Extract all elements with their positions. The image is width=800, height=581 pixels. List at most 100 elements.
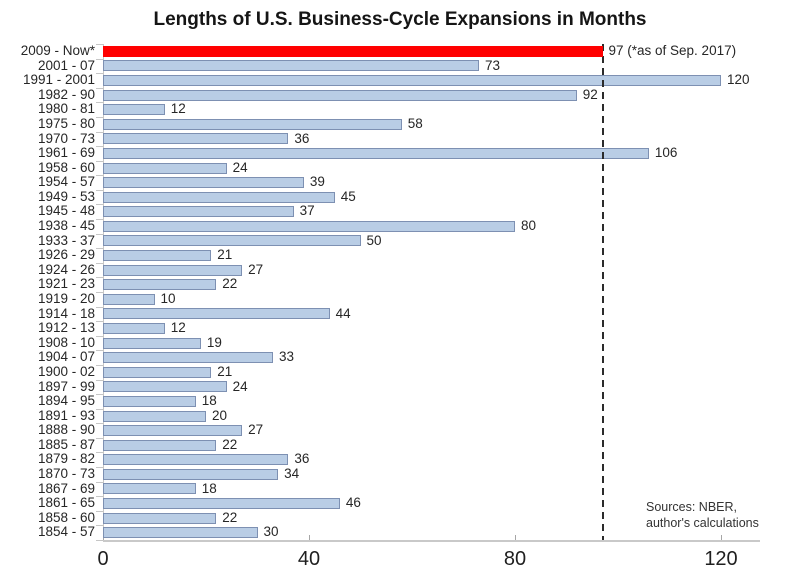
bar [103,162,227,174]
value-label: 80 [521,218,537,234]
value-label: 27 [248,261,264,277]
value-label: 50 [366,232,382,248]
y-axis-tick [96,408,103,410]
category-label: 1961 - 69 [37,145,95,161]
bar [103,395,196,407]
bar [103,74,721,86]
y-axis-tick [96,364,103,366]
y-axis-tick [96,102,103,104]
category-label: 1938 - 45 [37,218,95,234]
value-label: 34 [284,466,300,482]
y-axis-tick [96,189,103,191]
value-label: 18 [201,480,217,496]
value-label: 120 [727,72,750,88]
category-label: 1867 - 69 [37,480,95,496]
bar [103,250,212,262]
category-label: 1879 - 82 [37,451,95,467]
y-axis-tick [96,44,103,45]
category-label: 1926 - 29 [37,247,95,263]
value-label: 92 [582,86,598,102]
y-axis-tick [96,481,103,483]
value-label: 58 [407,115,423,131]
value-label: 44 [335,305,351,321]
y-axis-tick [96,379,103,381]
bar [103,147,649,159]
x-axis-tick [309,535,310,540]
bar [103,235,361,247]
bar [103,439,217,451]
category-label: 1954 - 57 [37,174,95,190]
value-label: 22 [222,436,238,452]
bar [103,512,217,524]
category-label: 1982 - 90 [37,86,95,102]
value-label: 10 [160,291,176,306]
category-label: 1970 - 73 [37,130,95,146]
x-axis-tick-label: 80 [503,548,527,570]
chart-title: Lengths of U.S. Business-Cycle Expansion… [153,9,647,30]
highlight-bar [103,45,603,57]
bar [103,191,335,203]
value-label: 106 [654,145,678,161]
y-axis-tick [96,58,103,60]
category-label: 1919 - 20 [37,291,95,306]
y-axis-tick [96,116,103,118]
bar [103,89,577,101]
category-label: 1945 - 48 [37,203,95,219]
value-label: 45 [340,188,356,204]
category-label: 1897 - 99 [37,378,95,394]
bar [103,483,196,495]
x-axis-tick [515,535,516,540]
y-axis-tick [96,262,103,264]
value-label: 12 [170,320,186,336]
bar [103,60,479,72]
value-label: 33 [279,349,295,365]
bar [103,366,212,378]
bar [103,498,340,510]
value-label: 18 [201,393,217,409]
y-axis-tick [96,306,103,308]
value-label: 36 [294,130,310,146]
y-axis-tick [96,525,103,527]
bar [103,454,289,466]
category-label: 1949 - 53 [37,188,95,204]
category-label: 1858 - 60 [37,509,95,525]
category-label: 1912 - 13 [37,320,95,336]
y-axis-tick [96,452,103,454]
y-axis-tick [96,204,103,206]
x-axis-line [103,540,760,542]
y-axis-tick [96,248,103,250]
y-axis-tick [96,335,103,337]
value-label: 24 [232,378,248,394]
bar [103,527,258,539]
bar [103,279,217,291]
y-axis-tick [96,175,103,177]
y-axis-tick [96,73,103,75]
category-label: 1894 - 95 [37,393,95,409]
bar [103,337,201,349]
y-axis-tick [96,292,103,293]
y-axis-line [103,44,104,540]
y-axis-tick [96,87,103,89]
bar [103,308,330,320]
value-label: 24 [232,159,248,175]
y-axis-tick [96,233,103,235]
category-label: 1891 - 93 [37,407,95,423]
y-axis-tick [96,496,103,498]
category-label: 1888 - 90 [37,422,95,438]
y-axis-tick [96,423,103,425]
y-axis-tick [96,510,103,512]
category-label: 1958 - 60 [37,159,95,175]
value-label: 22 [222,509,238,525]
reference-dashed-line [601,44,604,540]
current-expansion-annotation: 97 (*as of Sep. 2017) [608,43,737,58]
y-axis-tick [96,394,103,396]
category-label: 1861 - 65 [37,495,95,511]
bar [103,220,515,232]
category-label: 1921 - 23 [37,276,95,292]
bar [103,293,155,305]
value-label: 39 [309,174,325,190]
x-axis-tick-label: 40 [297,548,321,570]
y-axis-tick [96,350,103,352]
bar [103,133,289,145]
value-label: 27 [248,422,264,438]
